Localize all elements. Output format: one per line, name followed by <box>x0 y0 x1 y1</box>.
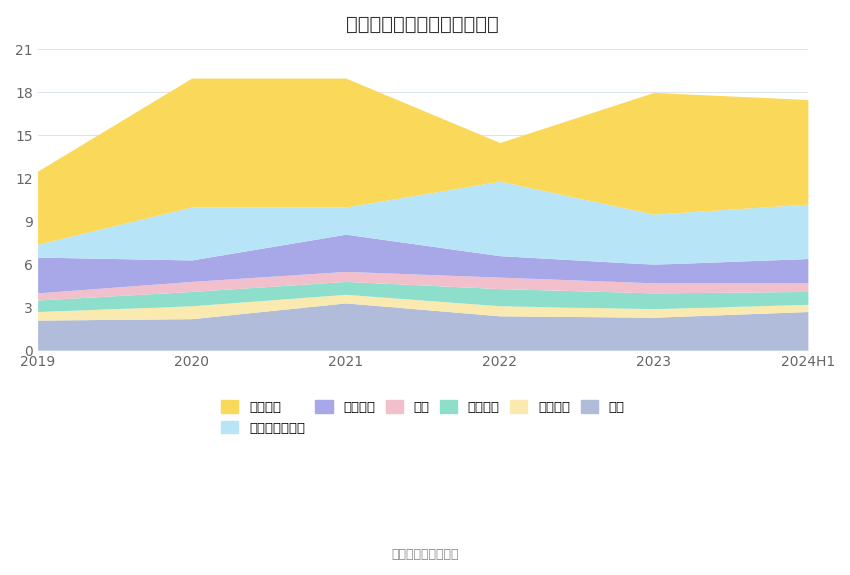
Text: 数据来源：恒生聚源: 数据来源：恒生聚源 <box>391 548 459 561</box>
Legend: 货币资金, 交易性金融资产, 应收账款, 存货, 固定资产, 无形资产, 其它: 货币资金, 交易性金融资产, 应收账款, 存货, 固定资产, 无形资产, 其它 <box>216 395 630 440</box>
Title: 历年主要资产堆积图（亿元）: 历年主要资产堆积图（亿元） <box>346 15 499 34</box>
